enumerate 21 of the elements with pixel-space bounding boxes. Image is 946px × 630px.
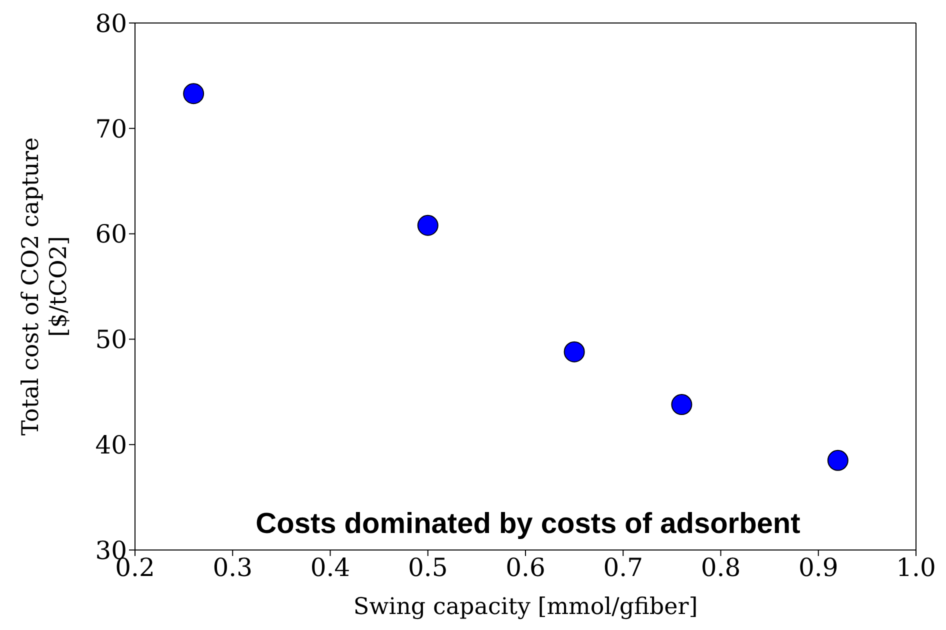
point: [183, 83, 204, 104]
point: [564, 341, 585, 362]
x-tick-label: 0.6: [506, 552, 546, 582]
y-tick-label: 60: [95, 220, 127, 249]
x-axis-title: Swing capacity [mmol/gfiber]: [353, 594, 698, 620]
x-tick-label: 0.9: [798, 552, 838, 582]
x-tick-label: 0.7: [603, 552, 644, 582]
x-tick-label: 1.0: [896, 552, 936, 582]
point: [827, 450, 848, 471]
point: [417, 214, 438, 236]
annotation: Costs dominated by costs of adsorbent: [254, 508, 802, 541]
x-tick-label: 0.8: [700, 552, 741, 582]
y-tick-label: 80: [95, 8, 127, 38]
y-tick-label: 50: [95, 325, 127, 354]
x-tick-label: 0.3: [212, 552, 253, 582]
y-axis-title: Total cost of CO2 capture [$/tCO2]: [18, 137, 72, 436]
y-tick-label: 40: [95, 430, 127, 460]
x-tick-label: 0.5: [408, 552, 448, 582]
x-tick-label: 0.4: [310, 552, 350, 582]
y-tick-label: 70: [95, 114, 127, 144]
point: [671, 394, 692, 416]
